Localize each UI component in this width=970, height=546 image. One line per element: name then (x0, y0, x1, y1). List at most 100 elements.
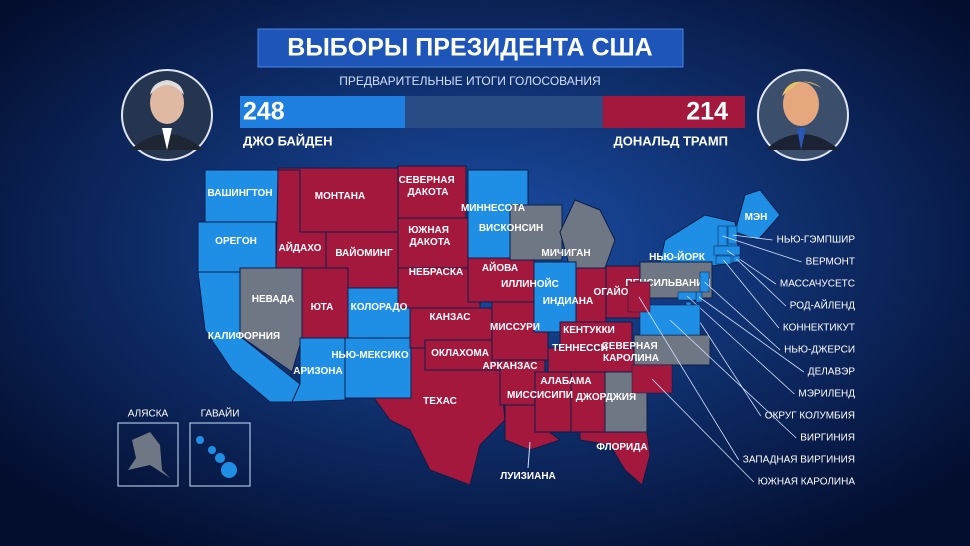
state-label: ИЛЛИНОЙС (501, 277, 559, 290)
state-label: ВИСКОНСИН (479, 223, 543, 234)
state-label: ВАЙОМИНГ (335, 246, 393, 259)
subtitle: ПРЕДВАРИТЕЛЬНЫЕ ИТОГИ ГОЛОСОВАНИЯ (339, 74, 600, 88)
callout-label: ДЕЛАВЭР (808, 367, 856, 378)
state-shape (397, 267, 481, 309)
inset-label: АЛЯСКА (128, 409, 169, 420)
callout-label: МЭРИЛЕНД (798, 389, 855, 400)
candidate-name: ДЖО БАЙДЕН (243, 133, 332, 148)
state-label: МЭН (745, 212, 768, 223)
state-label: ТЕННЕССИ (552, 343, 608, 354)
state-label: МИССИСИПИ (507, 390, 573, 401)
state-label: АЛАБАМА (540, 376, 591, 387)
state-shape (559, 321, 633, 349)
callout-label: ВИРГИНИЯ (800, 433, 855, 444)
state-label: СЕВЕРНАЯ ДАКОТА (399, 175, 458, 198)
state-shape (570, 371, 606, 433)
callout-label: КОННЕКТИКУТ (783, 323, 855, 334)
state-label: МИННЕСОТА (461, 203, 525, 214)
state-shape (344, 337, 412, 399)
vote-count: 214 (686, 98, 728, 126)
state-label: ОРЕГОН (215, 236, 257, 247)
title-box (257, 28, 684, 68)
leader-line (704, 281, 781, 351)
state-label: КАНЗАС (429, 312, 470, 323)
state-label: ЮЖНАЯ ДАКОТА (408, 225, 452, 248)
inset-label: ГАВАЙИ (201, 407, 240, 420)
state-label: КЕНТУККИ (563, 325, 615, 336)
callout-label: НЬЮ-ГЭМПШИР (777, 235, 856, 246)
leader-line (732, 234, 773, 241)
state-label: АРКАНЗАС (483, 361, 538, 372)
leader-line (698, 296, 805, 373)
state-label: ОГАЙО (593, 285, 628, 298)
state-label: НЕБРАСКА (409, 267, 463, 278)
state-label: КАЛИФОРНИЯ (208, 331, 280, 342)
state-shape (196, 436, 204, 444)
state-label: МОНТАНА (315, 191, 365, 202)
state-label: ДЖОРДЖИЯ (576, 392, 636, 403)
state-label: ПЕНСИЛЬВАНИЯ (625, 278, 710, 289)
vote-bar (602, 96, 745, 128)
alaska-box (117, 422, 179, 487)
state-shape (467, 257, 535, 303)
biden-portrait (121, 69, 213, 161)
leader-line (723, 259, 780, 329)
state-label: ОКЛАХОМА (431, 348, 489, 359)
state-shape (208, 446, 216, 454)
state-label: КОЛОРАДО (351, 302, 408, 313)
state-shape (397, 165, 467, 219)
vote-count: 248 (243, 98, 285, 126)
state-shape (575, 267, 607, 324)
state-shape (734, 189, 781, 241)
state-shape (533, 261, 577, 333)
state-shape (547, 347, 635, 373)
state-shape (291, 337, 346, 403)
state-label: ТЕХАС (423, 396, 457, 407)
state-label: ИНДИАНА (543, 296, 593, 307)
callout-label: ЗАПАДНАЯ ВИРГИНИЯ (743, 455, 855, 466)
vote-bar (240, 96, 405, 128)
state-shape (397, 217, 469, 269)
state-shape (579, 431, 651, 486)
state-label: АРИЗОНА (293, 366, 342, 377)
hawaii-box (189, 422, 251, 487)
state-label: НЬЮ-ЙОРК (649, 250, 706, 263)
leader-line (736, 258, 787, 307)
callout-label: РОД-АЙЛЕНД (790, 299, 855, 312)
state-label: АЙДАХО (279, 241, 322, 254)
state-shape (215, 453, 225, 463)
leader-line (669, 319, 797, 439)
leader-line (651, 378, 755, 483)
callout-label: МАССАЧУСЕТС (780, 279, 855, 290)
callout-label: ЮЖНАЯ КАРОЛИНА (758, 477, 856, 488)
state-shape (301, 267, 349, 339)
callout-label: ОКРУГ КОЛУМБИЯ (765, 411, 855, 422)
leader-line (686, 295, 795, 395)
state-label: СЕВЕРНАЯ КАРОЛИНА (602, 341, 661, 364)
state-label: ФЛОРИДА (596, 442, 647, 453)
state-label: НЬЮ-МЕКСИКО (331, 350, 409, 361)
state-label: МИССУРИ (490, 322, 540, 333)
candidate-name: ДОНАЛЬД ТРАМП (613, 133, 728, 148)
state-label: ЛУИЗИАНА (500, 471, 556, 482)
state-label: ЮТА (311, 302, 334, 313)
leader-line (688, 304, 762, 417)
state-shape (424, 339, 501, 371)
state-shape (509, 204, 563, 261)
state-label: МИЧИГАН (541, 248, 590, 259)
state-shape (128, 432, 170, 478)
state-label: АЙОВА (482, 261, 518, 274)
callout-label: НЬЮ-ДЖЕРСИ (784, 345, 855, 356)
state-label: ВАШИНГТОН (208, 188, 273, 199)
state-shape (534, 371, 572, 433)
leader-line (638, 296, 740, 461)
leader-line (527, 441, 531, 469)
state-shape (197, 221, 277, 273)
trump-portrait (757, 69, 849, 161)
state-label: НЕВАДА (252, 294, 295, 305)
leader-line (722, 235, 802, 263)
state-shape (221, 462, 237, 478)
title: ВЫБОРЫ ПРЕЗИДЕНТА США (287, 34, 652, 62)
callout-label: ВЕРМОНТ (806, 257, 855, 268)
